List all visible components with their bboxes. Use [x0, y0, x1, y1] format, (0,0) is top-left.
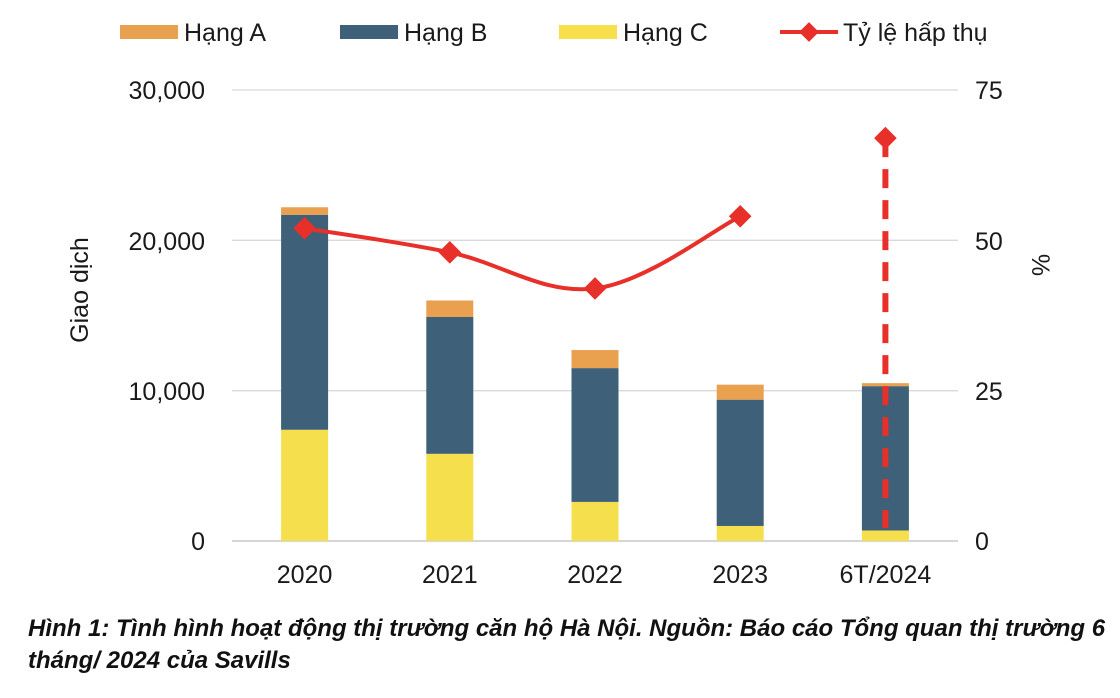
bar-segment-hang-c [281, 429, 329, 541]
y-right-axis-title: % [1026, 254, 1054, 276]
bar-segment-hang-a [426, 300, 474, 318]
x-tick-label: 6T/2024 [840, 561, 932, 589]
absorption-point [438, 241, 462, 264]
bar-segment-hang-b [426, 317, 474, 454]
legend-marker-diamond [799, 22, 819, 42]
bar-segment-hang-a [281, 207, 329, 215]
bar-segment-hang-c [571, 501, 619, 541]
absorption-line-path [304, 214, 742, 292]
legend-label-hang-c: Hạng C [623, 19, 708, 47]
legend-swatch-hang-b [340, 25, 398, 39]
y-tick-label: 20,000 [129, 228, 205, 256]
y-right-tick-label: 0 [975, 528, 989, 556]
y-axis-left: 30,000 20,000 10,000 0 Giao dịch [66, 77, 205, 556]
bars [281, 207, 909, 541]
bar-segment-hang-c [426, 453, 474, 541]
bar-segment-hang-c [716, 525, 764, 541]
x-axis: 2020 2021 2022 2023 6T/2024 [277, 561, 932, 589]
x-tick-label: 2021 [422, 561, 478, 589]
bar-segment-hang-c [861, 530, 909, 541]
x-tick-label: 2023 [712, 561, 768, 589]
legend-swatch-hang-a [120, 25, 178, 39]
legend-swatch-hang-c [559, 25, 617, 39]
y-tick-label: 10,000 [129, 378, 205, 406]
bar-segment-hang-a [571, 350, 619, 369]
legend-label-absorption: Tỷ lệ hấp thụ [843, 19, 988, 47]
bar-segment-hang-b [716, 399, 764, 526]
y-right-tick-label: 75 [975, 77, 1003, 105]
bar-segment-hang-b [281, 214, 329, 430]
legend-label-hang-a: Hạng A [184, 19, 266, 47]
legend-label-hang-b: Hạng B [404, 19, 487, 47]
x-tick-label: 2020 [277, 561, 333, 589]
chart: Hạng A Hạng B Hạng C Tỷ lệ hấp thụ 30,00… [66, 19, 1054, 589]
bar-segment-hang-a [716, 384, 764, 400]
y-tick-label: 0 [191, 528, 205, 556]
x-tick-label: 2022 [567, 561, 623, 589]
absorption-highlight-point [874, 126, 897, 150]
absorption-point [583, 277, 607, 300]
y-axis-title: Giao dịch [66, 237, 94, 343]
figure-caption: Hình 1: Tình hình hoạt động thị trường c… [28, 615, 1106, 674]
bar-segment-hang-b [571, 368, 619, 502]
absorption-point [728, 204, 752, 228]
y-axis-right: 75 50 25 0 % [975, 77, 1054, 556]
y-right-tick-label: 25 [975, 378, 1003, 406]
legend: Hạng A Hạng B Hạng C Tỷ lệ hấp thụ [120, 19, 988, 47]
bar-segment-hang-a [861, 383, 909, 387]
y-right-tick-label: 50 [975, 228, 1003, 256]
y-tick-label: 30,000 [129, 77, 205, 105]
